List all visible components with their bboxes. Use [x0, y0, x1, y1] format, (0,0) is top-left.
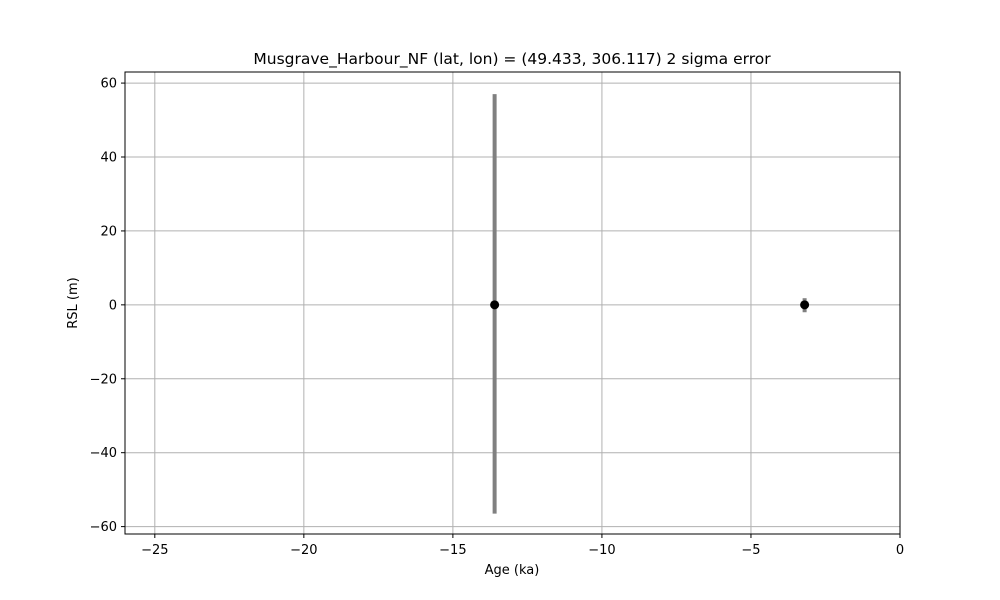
- data-point: [800, 300, 810, 310]
- x-tick-label: −15: [439, 543, 466, 558]
- y-axis-label: RSL (m): [66, 277, 81, 328]
- x-axis-label: Age (ka): [485, 563, 540, 578]
- chart-title: Musgrave_Harbour_NF (lat, lon) = (49.433…: [253, 50, 771, 69]
- y-tick-label: 40: [100, 151, 117, 166]
- y-axis-ticks: −60 −40 −20 0 20 40 60: [90, 77, 125, 535]
- y-tick-label: 20: [100, 224, 117, 239]
- y-tick-label: 60: [100, 77, 117, 92]
- y-tick-label: 0: [109, 298, 117, 313]
- plot-frame: [124, 71, 901, 535]
- x-axis-ticks: −25 −20 −15 −10 −5 0: [141, 534, 904, 558]
- x-tick-label: −5: [741, 543, 760, 558]
- x-tick-label: −10: [588, 543, 615, 558]
- y-tick-label: −40: [90, 446, 117, 461]
- x-tick-label: −20: [290, 543, 317, 558]
- y-tick-label: −20: [90, 372, 117, 387]
- y-tick-label: −60: [90, 520, 117, 535]
- x-tick-label: −25: [141, 543, 168, 558]
- data-point: [490, 300, 500, 310]
- data-points: [490, 300, 810, 310]
- x-tick-label: 0: [896, 543, 904, 558]
